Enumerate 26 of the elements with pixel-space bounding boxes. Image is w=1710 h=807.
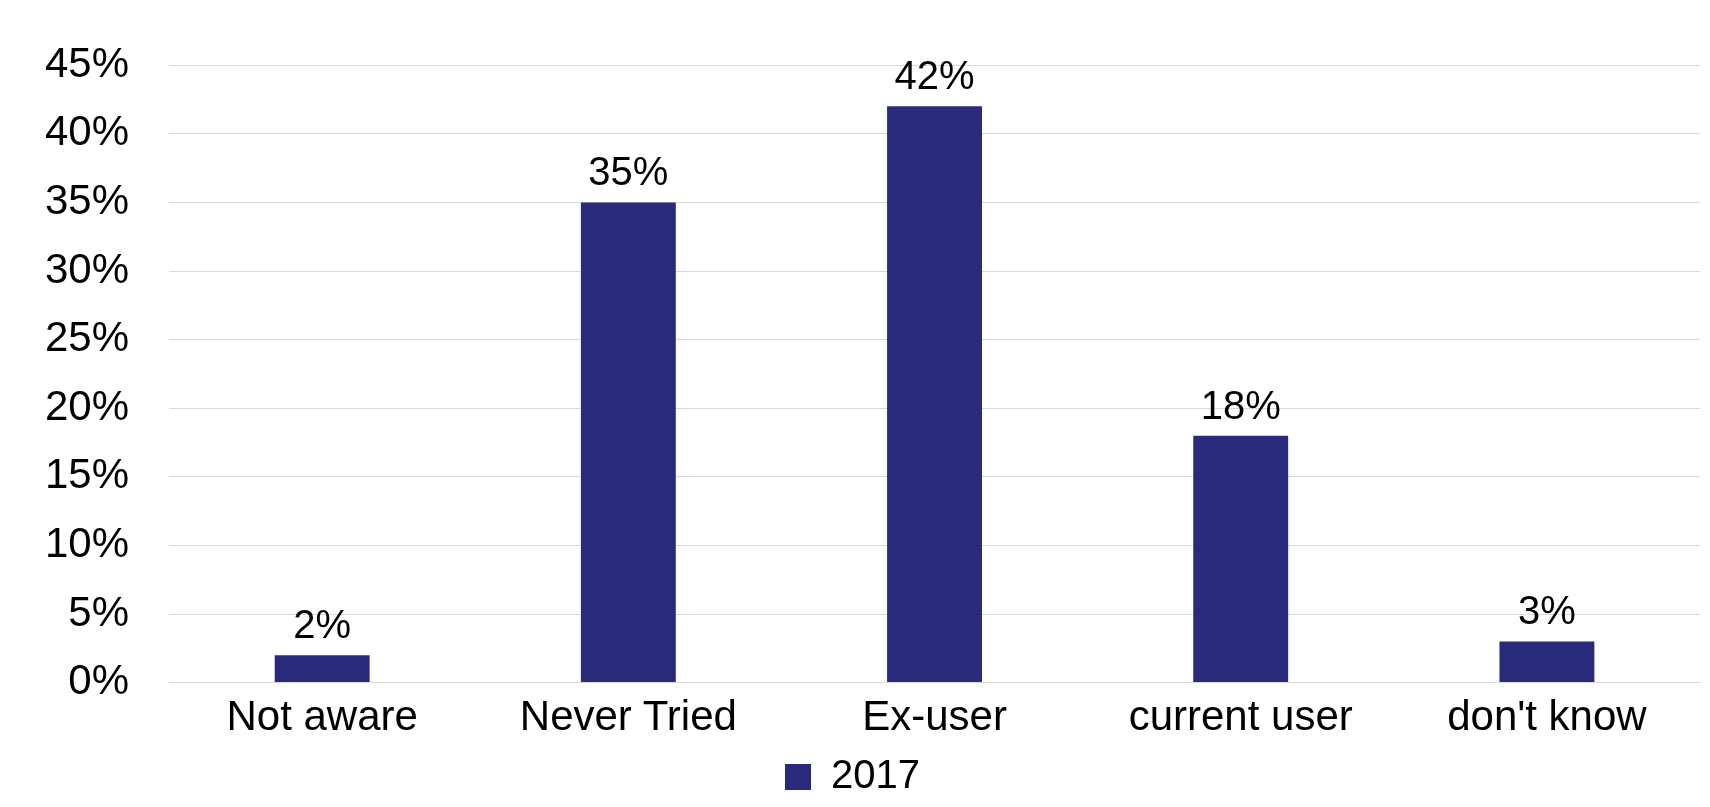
bar bbox=[887, 106, 982, 683]
data-label: 18% bbox=[1200, 382, 1281, 427]
x-tick-label: current user bbox=[1128, 692, 1353, 740]
bar bbox=[1499, 641, 1595, 683]
y-tick-label: 20% bbox=[45, 381, 130, 429]
y-tick-label: 10% bbox=[45, 518, 130, 566]
bar bbox=[580, 202, 676, 683]
x-tick-label: don't know bbox=[1447, 692, 1648, 740]
y-tick-label: 5% bbox=[68, 587, 130, 635]
bar bbox=[1193, 435, 1289, 683]
y-tick-label: 0% bbox=[68, 656, 130, 704]
y-tick-label: 35% bbox=[45, 175, 130, 223]
data-label: 35% bbox=[588, 149, 669, 194]
bar bbox=[274, 655, 370, 683]
y-tick-label: 30% bbox=[45, 244, 130, 292]
y-tick-label: 25% bbox=[45, 313, 130, 361]
y-tick-label: 15% bbox=[45, 450, 130, 498]
x-tick-label: Never Tried bbox=[519, 692, 737, 740]
legend-label: 2017 bbox=[831, 752, 920, 797]
data-label: 2% bbox=[293, 602, 352, 647]
y-tick-label: 40% bbox=[45, 107, 130, 155]
x-tick-label: Not aware bbox=[226, 692, 418, 740]
data-label: 3% bbox=[1518, 588, 1576, 633]
x-tick-label: Ex-user bbox=[862, 692, 1007, 740]
data-label: 42% bbox=[894, 53, 975, 98]
y-tick-label: 45% bbox=[45, 38, 130, 86]
